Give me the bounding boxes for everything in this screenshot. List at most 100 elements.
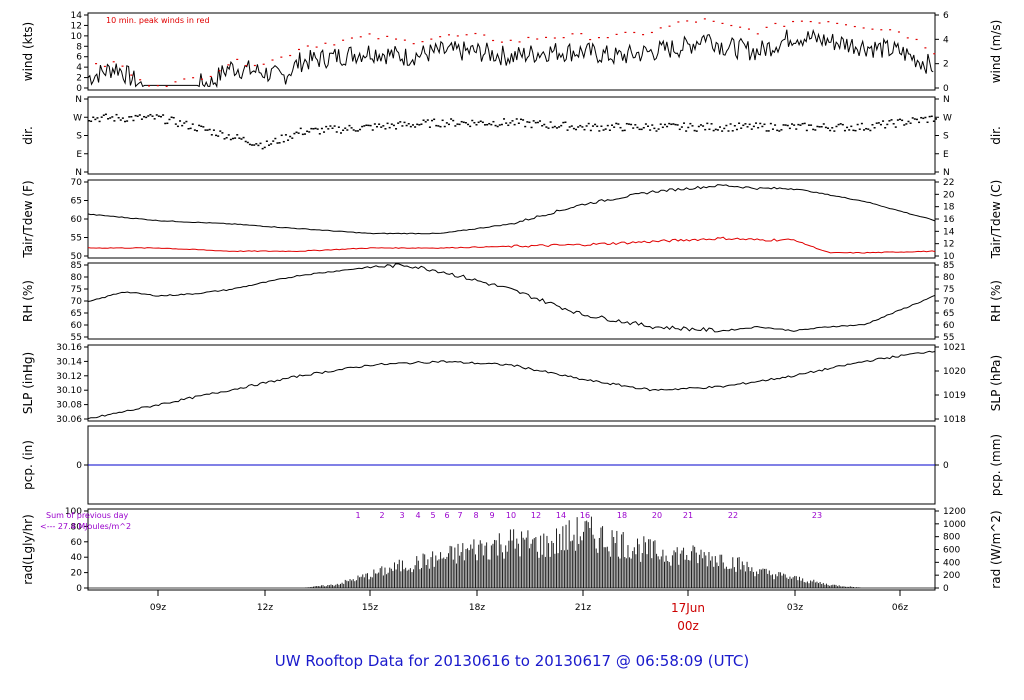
direction-point — [325, 125, 328, 128]
direction-point — [706, 122, 709, 125]
direction-point — [371, 129, 374, 131]
direction-point — [661, 126, 664, 129]
direction-point — [835, 125, 838, 128]
direction-point — [833, 130, 836, 132]
direction-point — [113, 120, 116, 122]
direction-point — [894, 126, 897, 128]
y-axis-label-left: dir. — [21, 126, 35, 145]
peak-wind-mark — [218, 70, 221, 72]
direction-point — [174, 123, 177, 125]
direction-point — [344, 127, 347, 129]
direction-point — [613, 126, 616, 128]
peak-wind-mark — [315, 46, 318, 48]
direction-point — [846, 126, 849, 129]
y-tick-label-left: 60 — [71, 215, 83, 225]
direction-point — [428, 126, 431, 128]
direction-point — [505, 122, 508, 124]
direction-point — [850, 125, 853, 128]
y-axis-label-right: wind (m/s) — [989, 20, 1003, 84]
direction-point — [780, 129, 783, 131]
y-axis-label-left: Tair/Tdew (F) — [21, 180, 35, 258]
y-tick-label-left: 6 — [76, 53, 82, 63]
direction-point — [759, 122, 762, 125]
hour-label: 20 — [652, 511, 662, 520]
direction-point — [536, 121, 539, 124]
direction-point — [426, 119, 429, 121]
direction-point — [907, 120, 910, 123]
direction-point — [577, 126, 580, 128]
direction-point — [405, 124, 408, 127]
direction-point — [215, 134, 218, 137]
peak-wind-mark — [800, 20, 803, 22]
direction-point — [225, 136, 228, 139]
y-tick-label-left: 60 — [71, 321, 83, 331]
y-tick-label-right: 1200 — [943, 507, 966, 517]
panel-frame — [87, 179, 936, 259]
y-tick-label-right: 4 — [943, 35, 949, 45]
direction-point — [926, 121, 929, 124]
direction-point — [193, 129, 196, 131]
direction-point — [716, 129, 719, 131]
direction-point — [231, 137, 234, 140]
direction-point — [761, 125, 764, 128]
peak-wind-mark — [659, 27, 662, 29]
direction-point — [299, 127, 302, 130]
peak-wind-mark — [465, 34, 468, 36]
y-axis-label-right: SLP (hPa) — [989, 355, 1003, 411]
y-tick-label-left: E — [76, 150, 82, 160]
y-tick-label-right: 60 — [943, 321, 955, 331]
direction-point — [411, 124, 414, 126]
direction-point — [572, 127, 575, 130]
direction-point — [481, 121, 484, 124]
peak-wind-mark — [518, 41, 521, 43]
direction-point — [903, 124, 906, 126]
direction-point — [392, 124, 395, 127]
direction-point — [452, 119, 455, 122]
direction-point — [513, 123, 516, 126]
direction-point — [678, 128, 681, 131]
direction-point — [625, 122, 628, 125]
peak-wind-mark — [703, 18, 706, 20]
direction-point — [386, 122, 389, 125]
y-tick-label-right: W — [943, 113, 952, 123]
peak-wind-mark — [677, 21, 680, 23]
direction-point — [911, 117, 914, 119]
direction-point — [863, 129, 866, 131]
panel-frame — [87, 344, 936, 422]
hour-label: 7 — [457, 511, 462, 520]
peak-wind-mark — [165, 85, 168, 88]
hour-label: 16 — [580, 511, 590, 520]
y-tick-label-left: S — [76, 132, 82, 142]
y-tick-label-left: 0 — [76, 84, 82, 94]
peak-wind-mark — [130, 74, 133, 76]
peak-wind-mark — [386, 35, 389, 38]
direction-point — [462, 121, 465, 124]
direction-point — [530, 126, 533, 129]
peak-wind-mark — [447, 34, 450, 36]
y-tick-label-left: 75 — [71, 285, 82, 295]
peak-wind-mark — [306, 45, 309, 47]
hour-label: 1 — [355, 511, 360, 520]
direction-point — [416, 123, 419, 126]
direction-point — [477, 121, 480, 124]
direction-point — [382, 125, 385, 127]
direction-point — [820, 125, 823, 128]
direction-point — [303, 133, 306, 135]
direction-point — [159, 115, 162, 118]
direction-point — [316, 128, 319, 130]
direction-point — [564, 121, 567, 123]
direction-point — [289, 135, 292, 138]
direction-point — [255, 143, 258, 145]
y-tick-label-left: 8 — [76, 42, 82, 52]
direction-point — [123, 120, 126, 123]
y-tick-label-left: 14 — [71, 11, 83, 21]
direction-point — [714, 128, 717, 131]
direction-point — [136, 115, 139, 118]
direction-point — [346, 129, 349, 131]
direction-point — [431, 119, 434, 122]
peak-wind-mark — [774, 22, 777, 25]
direction-point — [202, 126, 205, 128]
direction-point — [515, 118, 518, 120]
y-tick-label-left: 30.08 — [56, 401, 82, 411]
peak-wind-mark — [650, 31, 653, 34]
